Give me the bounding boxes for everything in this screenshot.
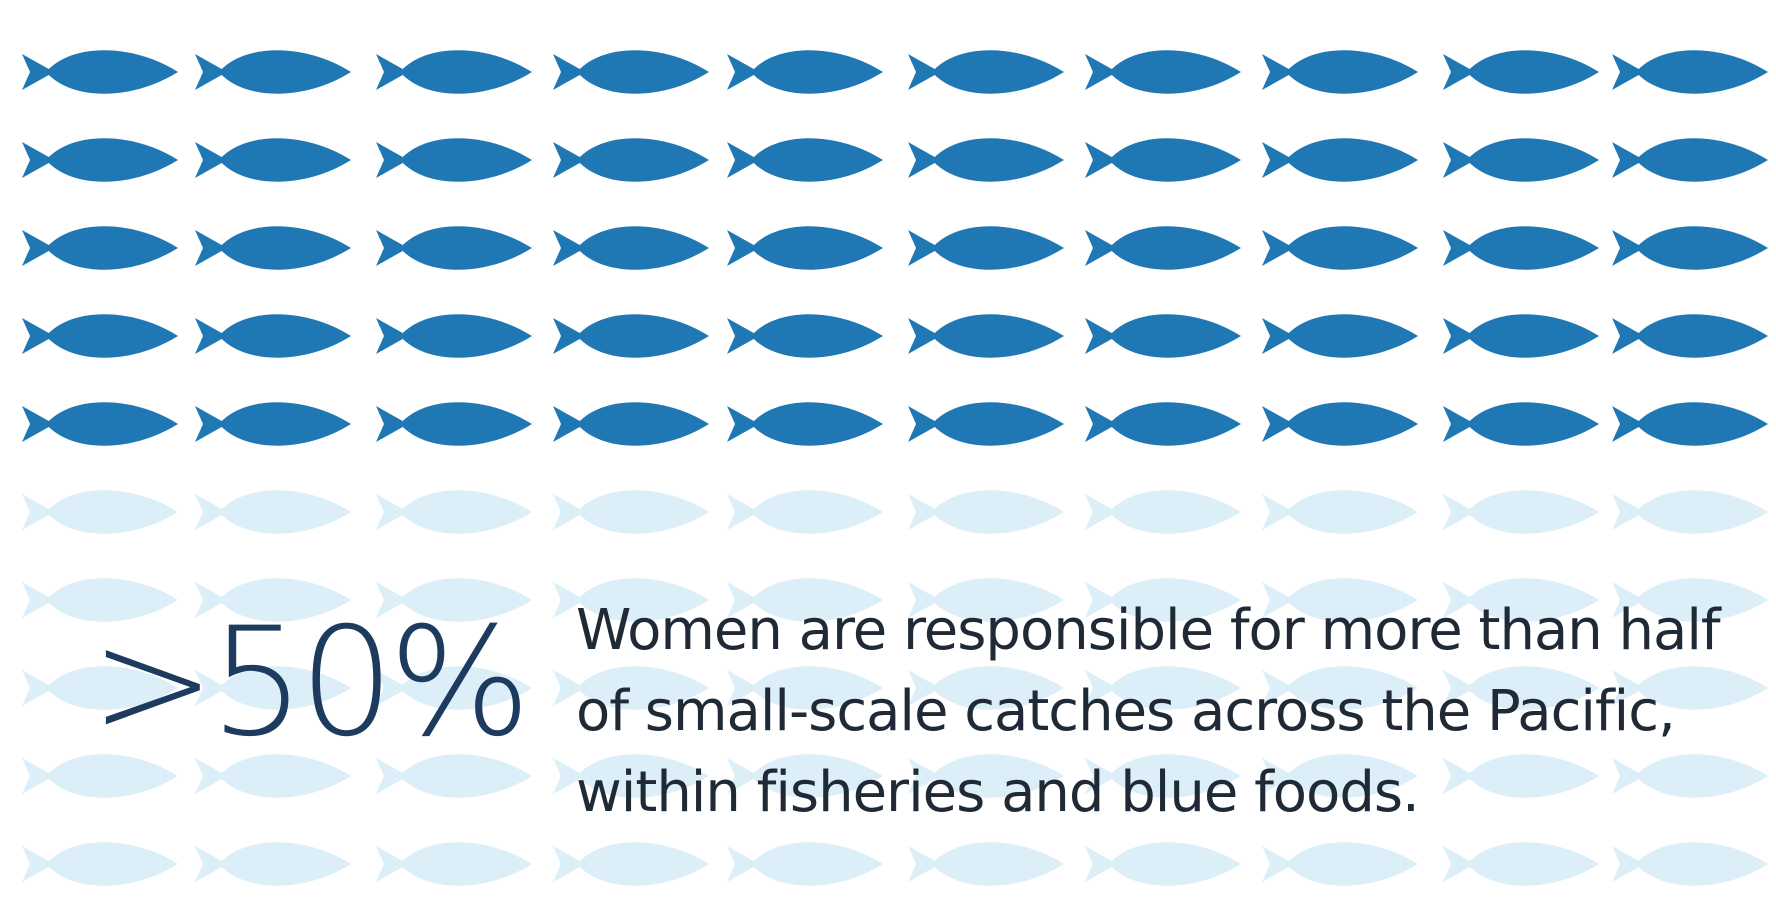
fish-icon-filled <box>1612 50 1768 94</box>
fish-icon-filled <box>727 226 883 270</box>
fish-icon-filled <box>908 402 1064 446</box>
fish-icon-filled <box>22 226 178 270</box>
fish-icon-filled <box>553 226 709 270</box>
fish-icon-filled <box>195 138 351 182</box>
fish-icon-empty <box>727 842 883 886</box>
fish-icon-empty <box>1262 490 1418 534</box>
fish-icon-filled <box>1085 226 1241 270</box>
fish-icon-filled <box>376 402 532 446</box>
fish-icon-filled <box>1612 226 1768 270</box>
fish-icon-filled <box>1085 314 1241 358</box>
fish-icon-empty <box>1085 490 1241 534</box>
fish-icon-filled <box>553 314 709 358</box>
fish-icon-filled <box>376 138 532 182</box>
fish-icon-empty <box>376 842 532 886</box>
fish-icon-filled <box>376 314 532 358</box>
fish-icon-filled <box>553 402 709 446</box>
stat-description: Women are responsible for more than half… <box>576 590 1726 833</box>
fish-icon-filled <box>553 50 709 94</box>
fish-icon-empty <box>1443 490 1599 534</box>
fish-icon-empty <box>195 842 351 886</box>
fish-icon-empty <box>1612 842 1768 886</box>
stat-description-line-3: within fisheries and blue foods. <box>576 760 1420 825</box>
fish-icon-filled <box>1262 314 1418 358</box>
fish-icon-filled <box>908 50 1064 94</box>
fish-icon-filled <box>908 138 1064 182</box>
fish-icon-empty <box>553 842 709 886</box>
fish-icon-empty <box>1085 842 1241 886</box>
fish-icon-filled <box>1443 226 1599 270</box>
fish-icon-filled <box>727 138 883 182</box>
fish-icon-filled <box>1612 402 1768 446</box>
fish-icon-filled <box>1443 138 1599 182</box>
fish-icon-empty <box>908 842 1064 886</box>
fish-icon-filled <box>727 402 883 446</box>
fish-icon-filled <box>1262 402 1418 446</box>
fish-icon-filled <box>1443 402 1599 446</box>
fish-icon-empty <box>1262 842 1418 886</box>
fish-icon-filled <box>1262 226 1418 270</box>
fish-icon-empty <box>727 490 883 534</box>
fish-icon-filled <box>22 314 178 358</box>
fish-icon-filled <box>1443 314 1599 358</box>
fish-icon-filled <box>908 314 1064 358</box>
fish-icon-filled <box>195 314 351 358</box>
fish-icon-filled <box>1262 50 1418 94</box>
fish-icon-filled <box>195 226 351 270</box>
fish-icon-filled <box>22 50 178 94</box>
stat-block: >50% <box>90 608 540 808</box>
fish-icon-filled <box>1085 402 1241 446</box>
stat-description-line-1: Women are responsible for more than half <box>576 598 1721 663</box>
fish-icon-filled <box>376 226 532 270</box>
fish-icon-filled <box>1085 50 1241 94</box>
fish-icon-filled <box>1612 314 1768 358</box>
stat-description-line-2: of small-scale catches across the Pacifi… <box>576 679 1676 744</box>
fish-icon-filled <box>727 50 883 94</box>
fish-icon-empty <box>195 490 351 534</box>
fish-icon-filled <box>22 402 178 446</box>
fish-icon-filled <box>1443 50 1599 94</box>
fish-icon-empty <box>22 842 178 886</box>
fish-icon-empty <box>1612 490 1768 534</box>
fish-icon-filled <box>1085 138 1241 182</box>
fish-icon-filled <box>195 402 351 446</box>
fish-icon-empty <box>908 490 1064 534</box>
fish-icon-filled <box>376 50 532 94</box>
fish-icon-filled <box>553 138 709 182</box>
fish-icon-filled <box>908 226 1064 270</box>
fish-icon-filled <box>195 50 351 94</box>
fish-icon-filled <box>22 138 178 182</box>
fish-icon-filled <box>1612 138 1768 182</box>
fish-icon-empty <box>553 490 709 534</box>
fish-icon-empty <box>1443 842 1599 886</box>
fish-icon-filled <box>727 314 883 358</box>
fish-icon-empty <box>376 490 532 534</box>
fish-icon-empty <box>22 490 178 534</box>
stat-value: >50% <box>90 596 531 770</box>
fish-icon-filled <box>1262 138 1418 182</box>
